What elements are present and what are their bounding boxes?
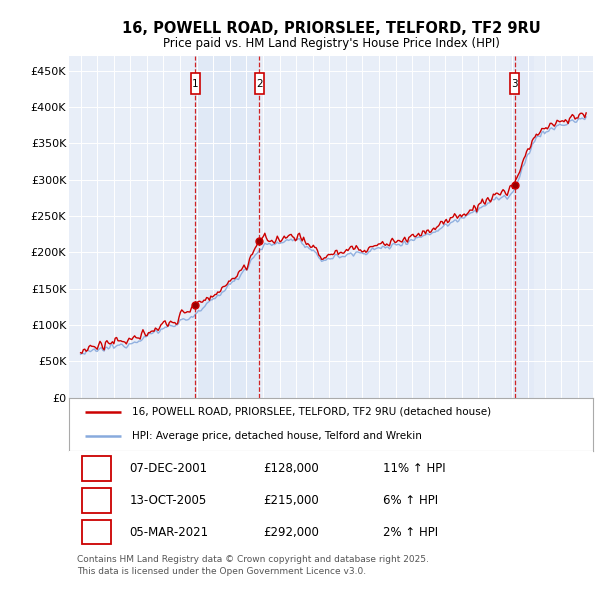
FancyBboxPatch shape <box>82 456 111 481</box>
FancyBboxPatch shape <box>82 520 111 545</box>
Text: £128,000: £128,000 <box>263 462 319 475</box>
Text: 16, POWELL ROAD, PRIORSLEE, TELFORD, TF2 9RU (detached house): 16, POWELL ROAD, PRIORSLEE, TELFORD, TF2… <box>132 407 491 417</box>
FancyBboxPatch shape <box>82 488 111 513</box>
Bar <box>509 56 535 398</box>
Text: 6% ↑ HPI: 6% ↑ HPI <box>383 494 439 507</box>
Text: 3: 3 <box>93 526 100 539</box>
Text: 16, POWELL ROAD, PRIORSLEE, TELFORD, TF2 9RU: 16, POWELL ROAD, PRIORSLEE, TELFORD, TF2… <box>122 21 541 35</box>
Text: Price paid vs. HM Land Registry's House Price Index (HPI): Price paid vs. HM Land Registry's House … <box>163 37 500 50</box>
Text: 05-MAR-2021: 05-MAR-2021 <box>129 526 208 539</box>
Text: HPI: Average price, detached house, Telford and Wrekin: HPI: Average price, detached house, Telf… <box>132 431 422 441</box>
Text: 2: 2 <box>256 78 263 88</box>
FancyBboxPatch shape <box>191 74 200 94</box>
Text: £215,000: £215,000 <box>263 494 319 507</box>
Text: 11% ↑ HPI: 11% ↑ HPI <box>383 462 446 475</box>
Text: 1: 1 <box>192 78 199 88</box>
Text: Contains HM Land Registry data © Crown copyright and database right 2025.
This d: Contains HM Land Registry data © Crown c… <box>77 555 429 576</box>
Text: 13-OCT-2005: 13-OCT-2005 <box>129 494 206 507</box>
FancyBboxPatch shape <box>510 74 519 94</box>
Text: 2: 2 <box>93 494 100 507</box>
Bar <box>196 56 259 398</box>
Text: £292,000: £292,000 <box>263 526 319 539</box>
FancyBboxPatch shape <box>255 74 264 94</box>
Text: 3: 3 <box>511 78 518 88</box>
Text: 07-DEC-2001: 07-DEC-2001 <box>129 462 208 475</box>
Text: 2% ↑ HPI: 2% ↑ HPI <box>383 526 439 539</box>
Text: 1: 1 <box>93 462 100 475</box>
